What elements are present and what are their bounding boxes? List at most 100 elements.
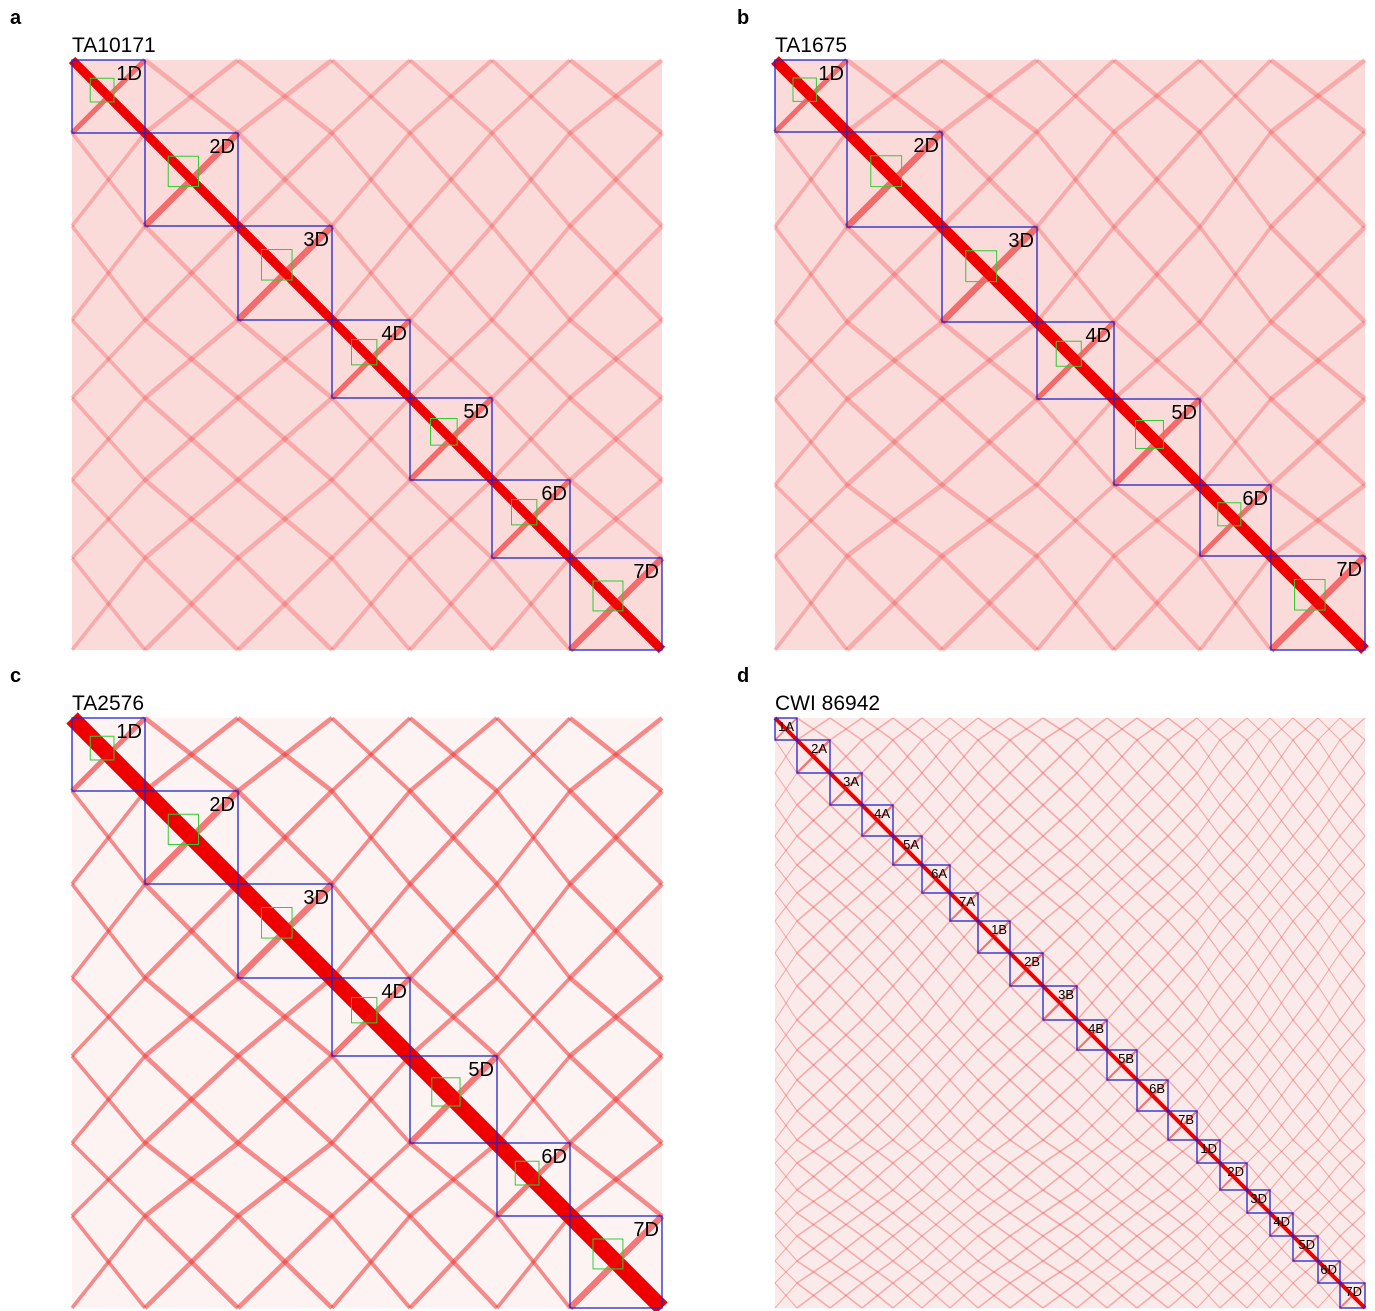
- contact-pattern: [1219, 985, 1248, 1021]
- contact-pattern: [1035, 225, 1116, 324]
- contact-pattern: [1076, 1110, 1108, 1141]
- contact-pattern: [1076, 1260, 1108, 1284]
- contact-pattern: [1317, 1049, 1341, 1081]
- contact-pattern: [949, 985, 979, 1021]
- contact-pattern: [1246, 1049, 1271, 1081]
- chromosome-arm: [1111, 396, 1203, 488]
- chromosome-label: 6D: [1320, 1262, 1337, 1277]
- contact-pattern: [892, 952, 923, 987]
- chromosome-box: [1199, 484, 1272, 557]
- contact-pattern: [1219, 1189, 1248, 1214]
- contact-pattern: [568, 396, 664, 482]
- contact-pattern: [1246, 1235, 1271, 1262]
- scaffold-box: [351, 997, 378, 1024]
- contact-pattern: [1136, 717, 1169, 741]
- contact-pattern: [568, 478, 664, 560]
- contact-pattern: [1269, 985, 1294, 1021]
- contact-pattern: [949, 1049, 979, 1081]
- contact-pattern: [1106, 952, 1138, 987]
- contact-pattern: [1196, 1282, 1221, 1309]
- contact-pattern: [1246, 1079, 1271, 1112]
- contact-pattern: [1246, 892, 1271, 922]
- contact-pattern: [1246, 1049, 1271, 1081]
- contact-pattern: [1269, 1110, 1294, 1141]
- contact-pattern: [796, 864, 831, 894]
- contact-pattern: [1009, 892, 1044, 922]
- chromosome-arm: [774, 717, 798, 741]
- contact-pattern: [1112, 554, 1202, 652]
- chromosome-label: 2D: [209, 136, 235, 158]
- chromosome-label: 1A: [778, 719, 794, 734]
- chromosome-label: 7D: [1345, 1284, 1362, 1299]
- contact-pattern: [1035, 397, 1116, 487]
- contact-pattern: [236, 1141, 334, 1218]
- contact-pattern: [568, 224, 664, 322]
- contact-pattern: [773, 130, 849, 229]
- contact-pattern: [921, 985, 951, 1021]
- contact-pattern: [1269, 804, 1294, 837]
- contact-pattern: [1106, 1079, 1138, 1112]
- contact-pattern: [1292, 739, 1319, 774]
- contact-pattern: [796, 892, 831, 922]
- contact-pattern: [861, 1110, 894, 1141]
- contact-pattern: [143, 224, 240, 322]
- contact-pattern: [1076, 985, 1108, 1021]
- contact-pattern: [829, 1260, 863, 1284]
- contact-pattern: [1198, 320, 1273, 401]
- contact-pattern: [1269, 1110, 1294, 1141]
- contact-pattern: [1269, 1189, 1294, 1214]
- contact-pattern: [568, 58, 664, 135]
- contact-pattern: [490, 396, 572, 482]
- contact-pattern: [1246, 804, 1271, 837]
- contact-pattern: [1196, 952, 1221, 987]
- contact-pattern: [70, 396, 147, 482]
- contact-pattern: [568, 789, 664, 886]
- contact-pattern: [143, 318, 240, 400]
- contact-pattern: [408, 556, 494, 652]
- contact-pattern: [1196, 920, 1221, 954]
- chromosome-box: [1246, 1189, 1271, 1214]
- contact-pattern: [1136, 1260, 1169, 1284]
- contact-pattern: [330, 1214, 412, 1310]
- contact-pattern: [70, 396, 147, 482]
- contact-pattern: [1042, 1139, 1078, 1164]
- contact-pattern: [1219, 835, 1248, 866]
- contact-pattern: [1292, 864, 1319, 894]
- contact-pattern: [236, 789, 334, 886]
- contact-pattern: [829, 835, 863, 866]
- contact-pattern: [921, 1162, 951, 1191]
- contact-pattern: [1106, 1139, 1138, 1164]
- contact-pattern: [1317, 739, 1341, 774]
- contact-pattern: [1106, 985, 1138, 1021]
- contact-pattern: [861, 1189, 894, 1214]
- contact-pattern: [236, 396, 334, 482]
- contact-pattern: [1136, 1282, 1169, 1309]
- scaffold-box: [514, 1160, 540, 1186]
- chromosome-arm: [1136, 1079, 1169, 1112]
- contact-pattern: [1009, 1110, 1044, 1141]
- contact-pattern: [977, 1049, 1011, 1081]
- contact-pattern: [568, 318, 664, 400]
- contact-pattern: [861, 1162, 894, 1191]
- contact-pattern: [1269, 225, 1367, 324]
- contact-pattern: [1035, 483, 1116, 558]
- contact-pattern: [408, 556, 494, 652]
- contact-pattern: [1076, 985, 1108, 1021]
- contact-pattern: [1136, 920, 1169, 954]
- chromosome-label: 4D: [381, 981, 407, 1003]
- contact-pattern: [1009, 1079, 1044, 1112]
- contact-pattern: [1196, 1260, 1221, 1284]
- contact-pattern: [845, 554, 944, 652]
- contact-pattern: [1076, 1049, 1108, 1081]
- contact-pattern: [1106, 1260, 1138, 1284]
- contact-pattern: [829, 952, 863, 987]
- contact-pattern: [1009, 1212, 1044, 1237]
- contact-pattern: [1035, 554, 1116, 652]
- contact-pattern: [1167, 892, 1198, 922]
- contact-pattern: [495, 789, 572, 886]
- contact-pattern: [330, 396, 412, 482]
- contact-pattern: [568, 318, 664, 400]
- contact-pattern: [774, 739, 798, 774]
- contact-pattern: [977, 1260, 1011, 1284]
